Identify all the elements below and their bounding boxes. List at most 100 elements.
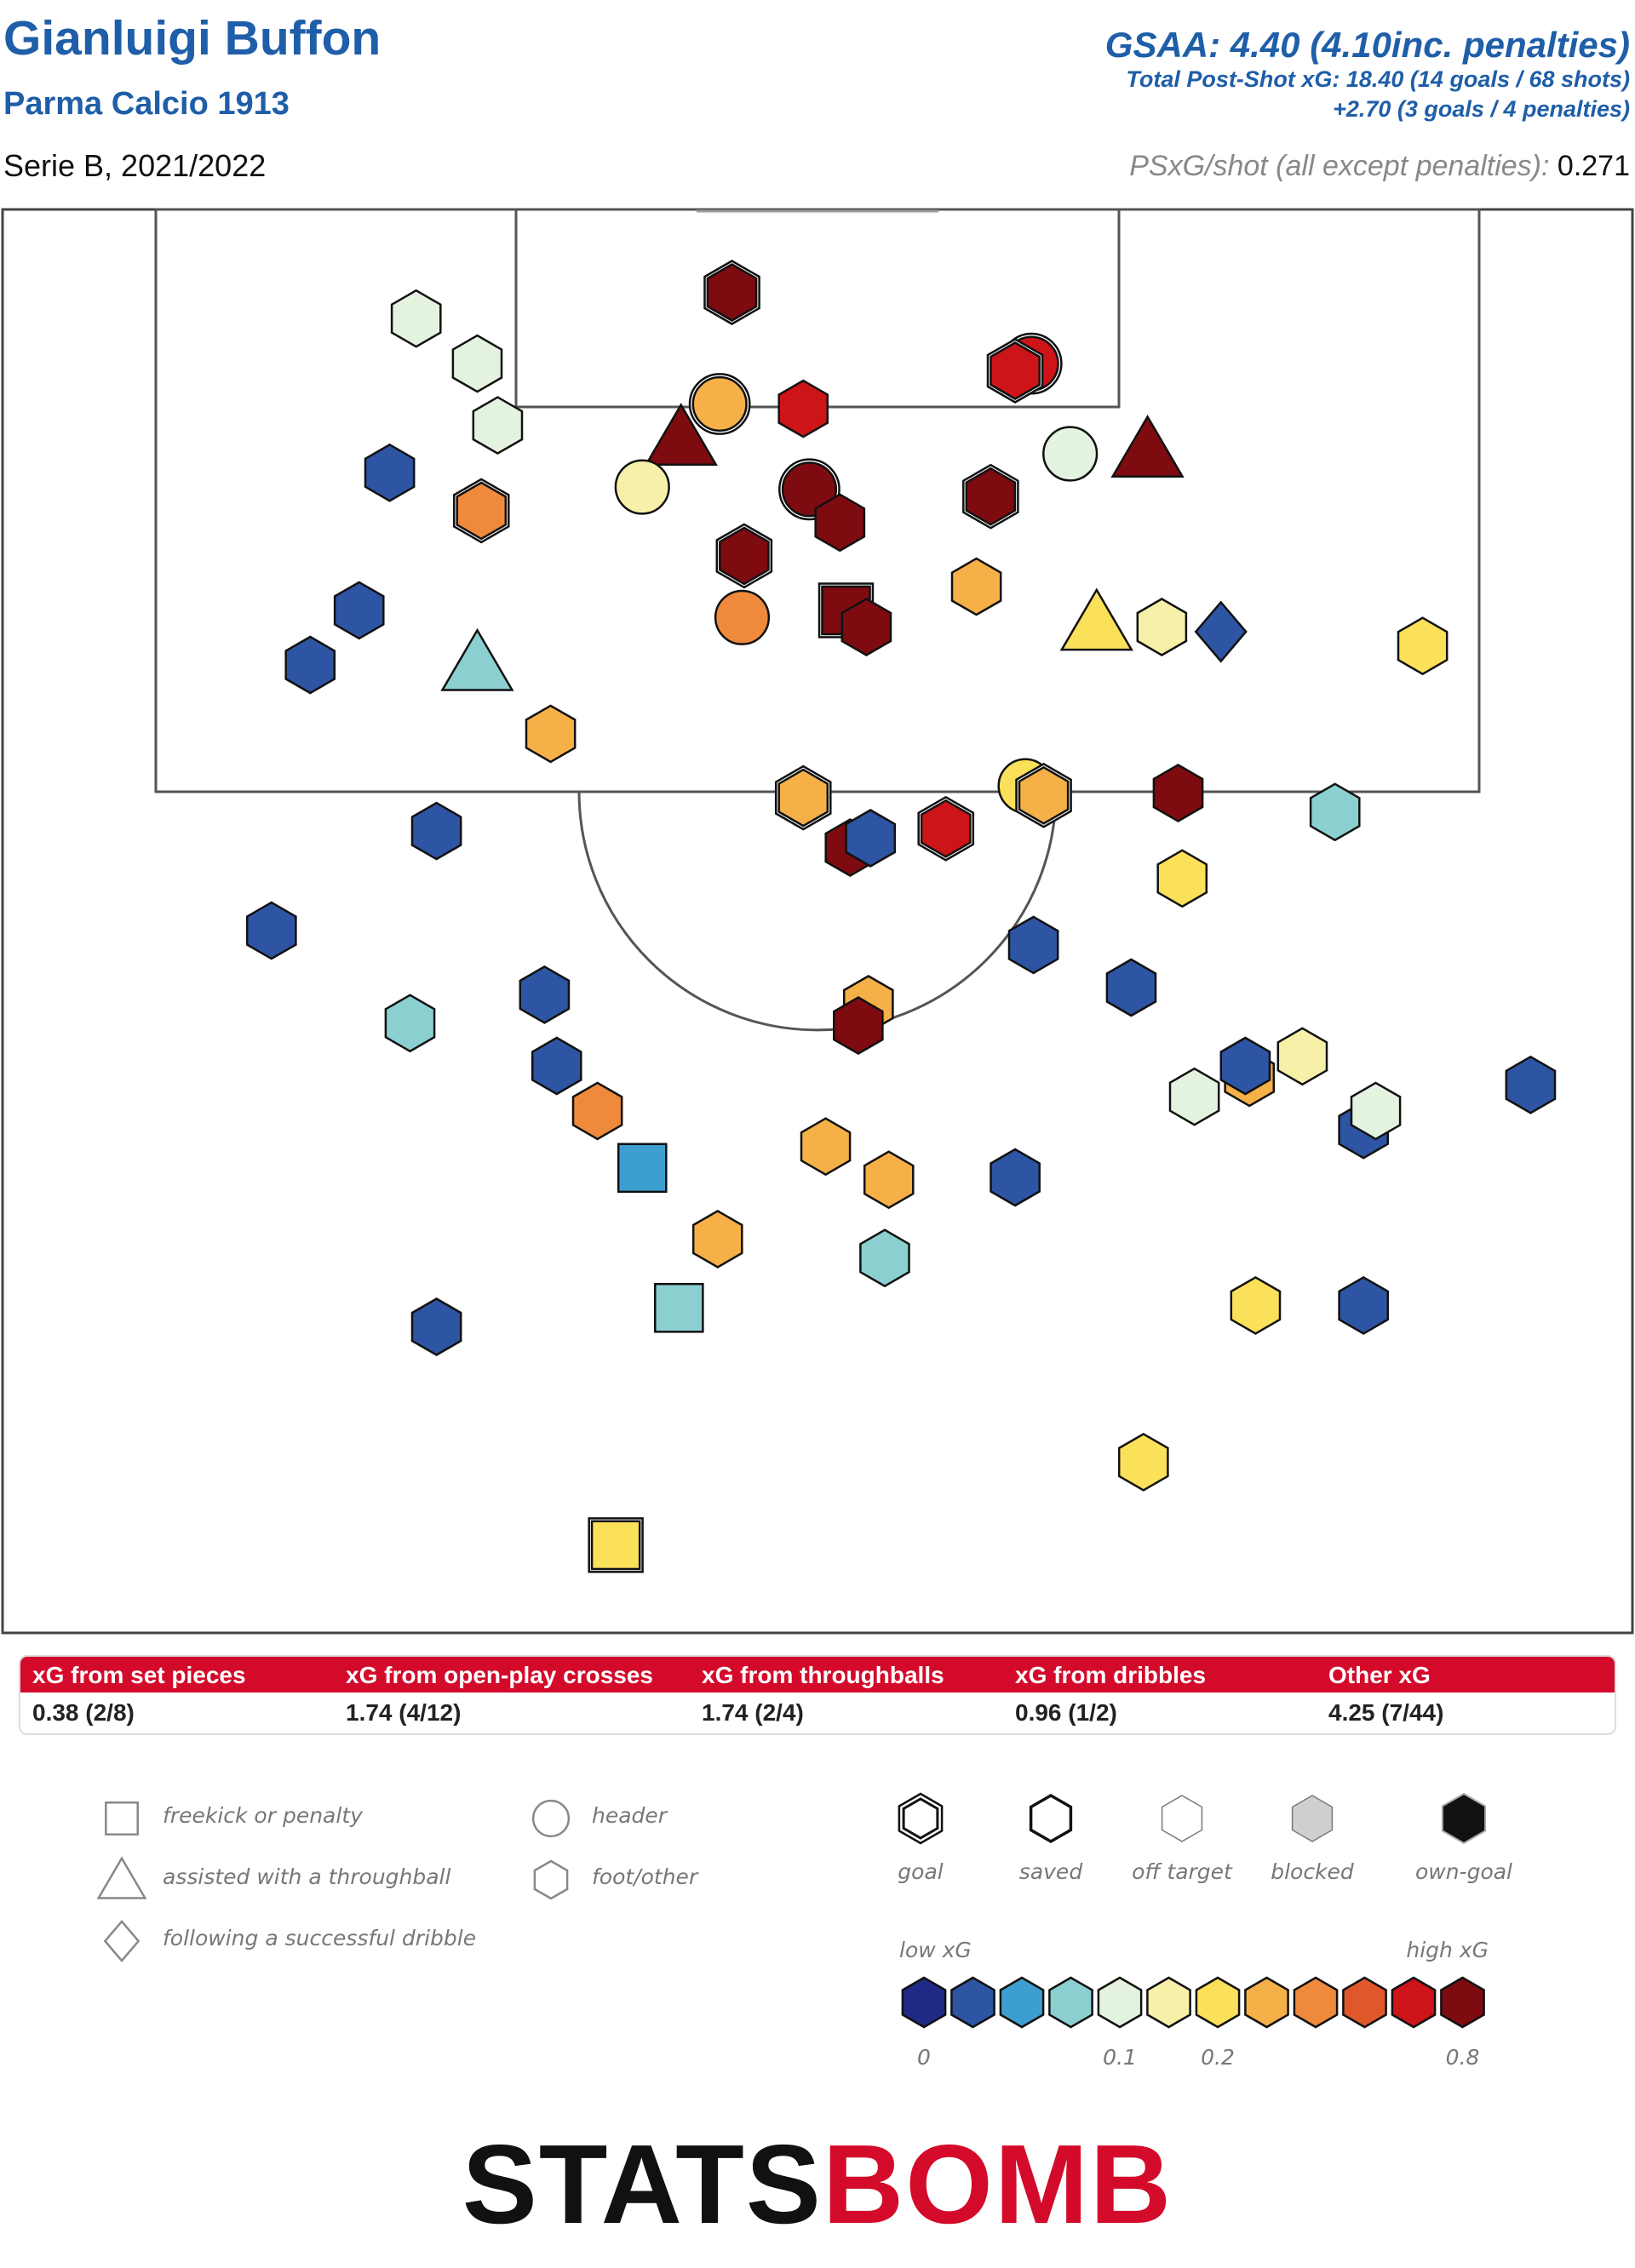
shot-marker-67 <box>571 1081 623 1141</box>
penalty-arc <box>577 791 1058 1032</box>
psxg-per-shot-label: PSxG/shot (all except penalties): <box>1129 150 1550 183</box>
shot-marker-64 <box>1397 616 1449 676</box>
shot-marker-63 <box>1117 1432 1169 1492</box>
shot-marker-19 <box>588 1517 644 1573</box>
shot-marker-47 <box>1194 600 1248 663</box>
shot-marker-57 <box>1168 1067 1220 1126</box>
shot-marker-15 <box>617 1143 668 1194</box>
xg-stat-value-1: 0.38 (2/8) <box>32 1699 135 1726</box>
legend-outcome-label-1: goal <box>898 1859 944 1884</box>
shot-marker-20 <box>703 260 760 325</box>
shot-marker-66 <box>1505 1055 1557 1114</box>
shot-marker-9 <box>525 704 577 764</box>
shot-marker-17 <box>654 1282 704 1333</box>
xg-stat-value-5: 4.25 (7/44) <box>1328 1699 1444 1726</box>
xg-breakdown-header: xG from set pieces xG from open-play cros… <box>20 1657 1615 1692</box>
shot-marker-23 <box>644 403 718 467</box>
shot-marker-8 <box>440 627 514 691</box>
legend-outcome-label-3: off target <box>1132 1859 1232 1884</box>
xg-breakdown-table: xG from set pieces xG from open-play cros… <box>19 1655 1616 1735</box>
xg-stat-label-5: Other xG <box>1328 1662 1431 1688</box>
gsaa-summary: GSAA: 4.40 (4.10inc. penalties) <box>1104 25 1630 65</box>
xg-scale-swatch-6 <box>1146 1976 1191 2029</box>
shot-marker-51 <box>1156 849 1208 908</box>
shot-marker-52 <box>1007 915 1059 975</box>
legend-shape-square-icon <box>105 1801 139 1836</box>
legend-outcome-label-2: saved <box>1018 1859 1083 1884</box>
xg-scale-low-label: low xG <box>899 1938 972 1962</box>
shot-marker-43 <box>962 463 1019 530</box>
logo-part-stats: STATS <box>462 2122 823 2247</box>
shot-marker-1 <box>390 289 442 348</box>
psxg-penalties: +2.70 (3 goals / 4 penalties) <box>1333 96 1630 123</box>
legend-shape-hexagon-icon <box>533 1859 569 1900</box>
xg-scale-tick-2: 0.1 <box>1103 2045 1137 2070</box>
shot-marker-7 <box>284 635 336 695</box>
shot-marker-11 <box>245 901 297 960</box>
shot-marker-49 <box>1015 762 1072 828</box>
legend-outcome-goal-icon <box>902 1797 939 1840</box>
xg-scale-swatch-11 <box>1391 1976 1437 2029</box>
shot-marker-37 <box>859 1228 910 1288</box>
shot-marker-65 <box>1309 782 1361 842</box>
shot-marker-59 <box>1350 1081 1402 1141</box>
xg-scale-swatch-1 <box>901 1976 947 2029</box>
xg-stat-value-4: 0.96 (1/2) <box>1015 1699 1117 1726</box>
shot-marker-31 <box>774 765 832 831</box>
shot-marker-46 <box>1136 598 1188 656</box>
legend-outcome-label-5: own-goal <box>1414 1859 1513 1884</box>
shot-marker-21 <box>688 373 751 435</box>
psxg-per-shot: PSxG/shot (all except penalties): 0.271 <box>1105 150 1630 183</box>
shot-marker-10 <box>410 801 462 861</box>
shot-marker-27 <box>715 523 773 589</box>
xg-scale-swatch-12 <box>1440 1976 1485 2029</box>
shot-marker-41 <box>1042 426 1099 482</box>
shot-map <box>1 208 1634 1635</box>
shot-markers <box>245 260 1557 1573</box>
shot-marker-60 <box>990 1148 1041 1207</box>
shot-marker-5 <box>452 478 510 544</box>
xg-scale-swatch-2 <box>950 1976 995 2029</box>
shot-marker-13 <box>519 965 571 1024</box>
shot-marker-55 <box>1219 1036 1271 1096</box>
shot-marker-30 <box>840 598 892 656</box>
shot-marker-42 <box>1110 415 1185 478</box>
legend-outcome-offtarget-icon <box>1161 1795 1203 1842</box>
shot-marker-4 <box>364 443 416 502</box>
legend <box>96 1792 1487 2029</box>
xg-stat-label-3: xG from throughballs <box>702 1662 944 1688</box>
shot-marker-22 <box>777 379 829 438</box>
statsbomb-logo: STATSBOMB <box>0 2128 1635 2241</box>
legend-shape-circle-icon <box>531 1799 571 1838</box>
logo-part-bomb: BOMB <box>822 2122 1173 2247</box>
team-name: Parma Calcio 1913 <box>3 85 290 122</box>
legend-shape-label-5: foot/other <box>592 1864 698 1889</box>
xg-scale-swatch-7 <box>1195 1976 1241 2029</box>
xg-scale-swatch-4 <box>1048 1976 1093 2029</box>
xg-scale-swatch-3 <box>999 1976 1045 2029</box>
shot-marker-36 <box>800 1117 852 1177</box>
xg-stat-label-1: xG from set pieces <box>32 1662 246 1688</box>
shot-marker-50 <box>1152 764 1204 822</box>
legend-outcome-label-4: blocked <box>1271 1859 1354 1884</box>
psxg-total: Total Post-Shot xG: 18.40 (14 goals / 68… <box>1126 66 1630 93</box>
xg-scale-swatch-10 <box>1342 1976 1387 2029</box>
shot-marker-14 <box>531 1036 582 1096</box>
legend-outcome-saved-icon <box>1029 1793 1073 1844</box>
xg-scale-swatch-9 <box>1293 1976 1339 2029</box>
xg-scale-swatch-5 <box>1097 1976 1143 2029</box>
shot-marker-62 <box>1338 1275 1390 1335</box>
legend-outcome-blocked-icon <box>1291 1795 1334 1842</box>
xg-scale-high-label: high xG <box>1406 1938 1489 1962</box>
legend-shape-label-2: assisted with a throughball <box>163 1864 451 1889</box>
shot-marker-12 <box>384 994 436 1053</box>
player-name: Gianluigi Buffon <box>3 11 382 66</box>
legend-shape-diamond-icon <box>103 1919 141 1963</box>
psxg-per-shot-value: 0.271 <box>1557 150 1630 183</box>
shot-marker-34 <box>917 795 975 862</box>
shot-marker-45 <box>1059 587 1133 651</box>
season-label: Serie B, 2021/2022 <box>3 147 267 183</box>
xg-scale-tick-1: 0 <box>917 2045 931 2070</box>
xg-stat-label-4: xG from dribbles <box>1015 1662 1207 1688</box>
shot-marker-61 <box>1230 1275 1282 1335</box>
